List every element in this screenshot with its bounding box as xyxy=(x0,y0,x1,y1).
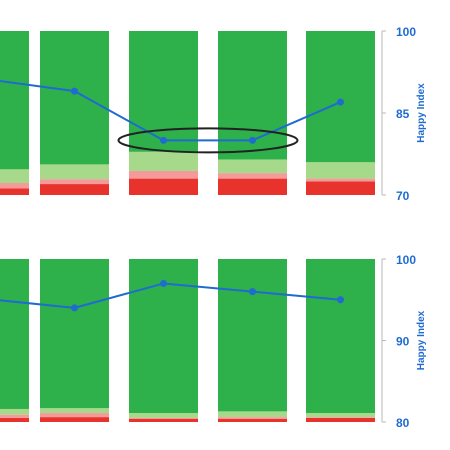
bar-segment-p2-c2-s1 xyxy=(129,417,198,419)
bar-segment-p2-c3-s3 xyxy=(218,259,287,412)
bar-segment-p2-c0-s2 xyxy=(0,408,29,415)
bar-segment-p1-c4-s0 xyxy=(306,181,375,195)
bar-segment-p2-c3-s0 xyxy=(218,418,287,422)
line-point-4 xyxy=(337,98,344,106)
line-point-4 xyxy=(337,296,344,304)
bar-segment-p2-c1-s0 xyxy=(40,417,109,422)
bar-segment-p1-c3-s0 xyxy=(218,178,287,195)
bar-segment-p2-c2-s2 xyxy=(129,413,198,418)
bar-segment-p1-c0-s2 xyxy=(0,169,29,183)
bar-segment-p1-c0-s0 xyxy=(0,188,29,195)
line-point-1 xyxy=(71,87,78,95)
bar-segment-p2-c1-s2 xyxy=(40,408,109,414)
y-tick-label: 85 xyxy=(396,107,410,121)
bar-segment-p2-c4-s2 xyxy=(306,413,375,418)
line-point-2 xyxy=(160,136,167,144)
bar-segment-p2-c0-s1 xyxy=(0,414,29,418)
chart-panel-2: 80 90 100 Happy Index xyxy=(0,253,427,430)
line-point-3 xyxy=(249,288,256,296)
y-axis-title: Happy Index xyxy=(416,83,427,143)
bar-segment-p1-c3-s1 xyxy=(218,173,287,179)
bar-segment-p1-c0-s1 xyxy=(0,182,29,189)
bar-segment-p1-c4-s3 xyxy=(306,31,375,163)
bar-segment-p1-c4-s1 xyxy=(306,178,375,182)
bar-segment-p1-c3-s2 xyxy=(218,159,287,174)
highlight-ellipse xyxy=(117,127,299,154)
bar-segment-p1-c2-s0 xyxy=(129,178,198,195)
bar-segment-p2-c4-s1 xyxy=(306,417,375,418)
bar-segment-p1-c2-s2 xyxy=(129,151,198,171)
bar-segment-p1-c1-s3 xyxy=(40,31,109,165)
y-tick-label: 100 xyxy=(396,25,416,39)
y-tick-label: 90 xyxy=(396,335,410,349)
y-tick-label: 100 xyxy=(396,253,416,267)
bar-segment-p1-c2-s1 xyxy=(129,170,198,179)
bar-segment-p2-c1-s1 xyxy=(40,413,109,418)
line-point-2 xyxy=(160,279,167,287)
bar-segment-p1-c4-s2 xyxy=(306,162,375,179)
bar-segment-p2-c3-s2 xyxy=(218,411,287,418)
bar-segment-p1-c0-s3 xyxy=(0,31,29,170)
bar-segment-p2-c4-s3 xyxy=(306,259,375,414)
chart-panel-1: 70 85 100 Happy Index xyxy=(0,25,427,203)
line-point-3 xyxy=(249,136,256,144)
bar-segment-p2-c1-s3 xyxy=(40,259,109,409)
bar-segment-p2-c0-s0 xyxy=(0,417,29,422)
y-tick-label: 80 xyxy=(396,416,410,430)
y-axis-title: Happy Index xyxy=(416,310,427,370)
bar-segment-p1-c2-s3 xyxy=(129,31,198,152)
bar-segment-p1-c1-s2 xyxy=(40,164,109,180)
bar-segment-p2-c0-s3 xyxy=(0,259,29,409)
bar-segment-p2-c2-s0 xyxy=(129,418,198,422)
bar-segment-p1-c1-s1 xyxy=(40,179,109,185)
y-tick-label: 70 xyxy=(396,189,410,203)
line-point-1 xyxy=(71,304,78,312)
bar-segment-p2-c3-s1 xyxy=(218,417,287,419)
bar-segment-p2-c4-s0 xyxy=(306,417,375,422)
bar-segment-p1-c1-s0 xyxy=(40,184,109,195)
